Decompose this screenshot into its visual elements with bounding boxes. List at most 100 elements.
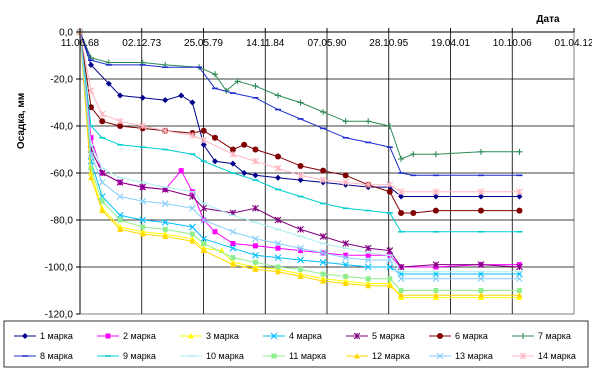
legend-marker — [436, 352, 444, 360]
data-point — [410, 209, 417, 216]
data-point — [477, 188, 485, 196]
data-point — [275, 92, 282, 99]
data-point — [200, 204, 208, 212]
data-point — [516, 193, 523, 200]
data-point — [432, 275, 440, 283]
data-point — [516, 148, 523, 155]
data-point — [117, 226, 124, 232]
legend-label: 5 марка — [372, 331, 405, 341]
data-point — [87, 87, 95, 95]
data-point — [274, 240, 282, 247]
data-point — [161, 218, 169, 226]
data-point — [320, 108, 327, 115]
data-point — [320, 271, 326, 277]
x-tick-label: 02.12.73 — [122, 38, 161, 49]
legend-item: 14 марка — [512, 351, 576, 361]
legend-label: 4 марка — [289, 331, 322, 341]
data-point — [99, 118, 106, 125]
data-point — [516, 207, 523, 214]
series-9 — [77, 31, 523, 233]
data-point — [275, 153, 282, 160]
data-point — [297, 273, 304, 279]
data-point — [397, 275, 405, 283]
data-point — [98, 110, 106, 118]
legend-item: 5 марка — [346, 331, 405, 341]
series-line — [79, 31, 520, 233]
data-point — [230, 241, 236, 246]
data-point — [88, 165, 94, 171]
data-point — [365, 118, 372, 125]
legend-item: 8 марка — [14, 351, 73, 361]
data-point — [105, 80, 112, 87]
data-point — [200, 247, 207, 254]
data-point — [432, 292, 439, 298]
data-point — [275, 268, 282, 275]
data-point — [275, 264, 281, 270]
data-point — [241, 170, 248, 176]
data-point — [87, 150, 95, 158]
data-point — [477, 261, 485, 269]
data-point — [516, 275, 523, 283]
data-point — [432, 261, 440, 269]
data-point — [162, 233, 169, 239]
legend-item: 9 марка — [97, 351, 156, 361]
legend-item: 12 марка — [346, 351, 410, 361]
legend-item: 3 марка — [180, 331, 239, 341]
data-point — [87, 174, 94, 181]
legend-marker — [271, 353, 277, 359]
data-point — [252, 146, 259, 153]
legend-label: 2 марка — [123, 331, 156, 341]
legend-marker — [354, 353, 360, 359]
data-point — [342, 254, 350, 261]
data-point — [212, 71, 219, 78]
data-point — [319, 176, 327, 184]
data-point — [178, 92, 185, 99]
legend-marker — [105, 333, 111, 339]
data-point — [365, 276, 371, 282]
x-tick-label: 25.05.79 — [184, 38, 223, 49]
data-point — [241, 141, 248, 148]
x-axis-title: Дата — [536, 14, 560, 25]
legend-label: 6 марка — [455, 331, 488, 341]
legend-marker — [437, 333, 443, 339]
data-point — [297, 177, 304, 184]
data-point — [99, 207, 106, 214]
data-point — [432, 207, 439, 214]
data-point — [319, 233, 327, 240]
y-tick-label: -20,0 — [50, 75, 73, 86]
x-tick-label: 10.10.06 — [493, 38, 532, 49]
data-point — [98, 169, 106, 177]
data-point — [386, 256, 394, 264]
data-point — [398, 209, 405, 216]
legend-marker — [22, 333, 28, 339]
data-point — [297, 256, 304, 264]
data-point — [116, 193, 124, 200]
data-point — [477, 292, 484, 298]
data-point — [364, 263, 372, 271]
data-point — [252, 243, 258, 249]
data-point — [201, 241, 207, 246]
data-point — [139, 183, 147, 191]
data-point — [189, 238, 196, 244]
data-point — [319, 258, 327, 266]
series-line — [79, 31, 520, 280]
data-point — [477, 207, 484, 214]
data-point — [397, 188, 405, 196]
data-point — [139, 122, 147, 130]
legend-label: 11 марка — [289, 351, 326, 361]
y-axis-title: Осадка, мм — [16, 93, 27, 149]
data-point — [319, 249, 327, 257]
legend-label: 8 марка — [40, 351, 73, 361]
data-point — [252, 157, 259, 165]
legend-item: 10 марка — [180, 351, 244, 361]
data-point — [200, 141, 207, 148]
data-point — [398, 155, 405, 162]
data-point — [343, 273, 349, 279]
series-11 — [77, 29, 522, 293]
data-point — [386, 181, 394, 189]
legend-box — [3, 320, 589, 368]
data-point — [275, 174, 282, 181]
data-point — [212, 229, 218, 235]
y-tick-label: -40,0 — [50, 122, 73, 133]
